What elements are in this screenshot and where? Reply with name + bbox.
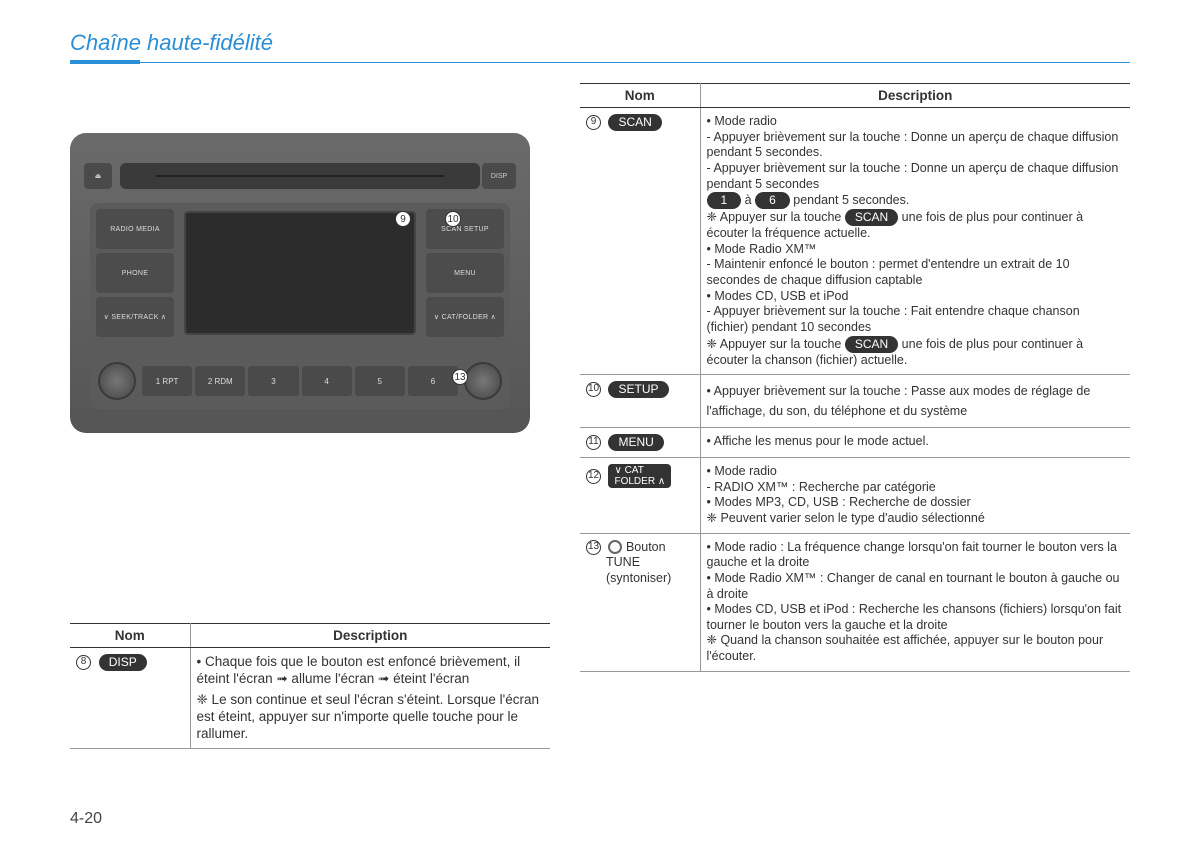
scan-pill-3: SCAN (845, 336, 898, 353)
r9-l7: • Modes CD, USB et iPod (707, 289, 1125, 305)
radio-illustration: ⏏ DISP RADIO MEDIA PHONE ∨ SEEK/TRACK ∧ … (70, 133, 530, 433)
table-row: 12 ∨ CATFOLDER ∧ • Mode radio - RADIO XM… (580, 458, 1130, 534)
row11-desc: • Affiche les menus pour le mode actuel. (700, 428, 1130, 458)
row8-line1: • Chaque fois que le bouton est enfoncé … (197, 654, 545, 688)
volume-knob (98, 362, 136, 400)
preset-6: 6 (408, 366, 458, 396)
row13-desc: • Mode radio : La fréquence change lorsq… (700, 533, 1130, 671)
row8-desc: • Chaque fois que le bouton est enfoncé … (190, 648, 550, 749)
r9-l3: - Appuyer brièvement sur la touche : Don… (707, 161, 1125, 209)
row10-nom: 10 SETUP (580, 375, 700, 428)
disp-button: DISP (482, 163, 516, 189)
r9-l4: ❈ Appuyer sur la touche SCAN une fois de… (707, 209, 1125, 242)
r13-l4: ❈ Quand la chanson souhaitée est affiché… (707, 633, 1125, 664)
preset-1: 1 RPT (142, 366, 192, 396)
page-header: Chaîne haute-fidélité (70, 30, 1130, 63)
content-columns: ⏏ DISP RADIO MEDIA PHONE ∨ SEEK/TRACK ∧ … (70, 83, 1130, 749)
left-column: ⏏ DISP RADIO MEDIA PHONE ∨ SEEK/TRACK ∧ … (70, 83, 550, 749)
r12-l4: ❈ Peuvent varier selon le type d'audio s… (707, 511, 1125, 527)
r12-l1: • Mode radio (707, 464, 1125, 480)
r12-l2: - RADIO XM™ : Recherche par catégorie (707, 480, 1125, 496)
table-row: 13 Bouton TUNE (syntoniser) • Mode radio… (580, 533, 1130, 671)
table-row: 8 DISP • Chaque fois que le bouton est e… (70, 648, 550, 749)
scan-pill-2: SCAN (845, 209, 898, 226)
row12-nom: 12 ∨ CATFOLDER ∧ (580, 458, 700, 534)
radio-media-btn: RADIO MEDIA (96, 209, 174, 249)
table-row: 9 SCAN • Mode radio - Appuyer brièvement… (580, 108, 1130, 375)
eject-button: ⏏ (84, 163, 112, 189)
setup-pill: SETUP (608, 381, 668, 398)
bottom-panel: 1 RPT 2 RDM 3 4 5 6 (90, 353, 510, 409)
row8-line2: ❈ Le son continue et seul l'écran s'étei… (197, 692, 545, 743)
r9-l6: - Maintenir enfoncé le bouton : permet d… (707, 257, 1125, 288)
left-th-nom: Nom (70, 624, 190, 648)
cat-folder-pill: ∨ CATFOLDER ∧ (608, 464, 671, 488)
cd-slot (120, 163, 480, 189)
r9-l5: • Mode Radio XM™ (707, 242, 1125, 258)
left-th-desc: Description (190, 624, 550, 648)
pill-1: 1 (707, 192, 742, 209)
row10-desc: • Appuyer brièvement sur la touche : Pas… (700, 375, 1130, 428)
menu-btn: MENU (426, 253, 504, 293)
pill-6: 6 (755, 192, 790, 209)
scan-pill: SCAN (608, 114, 661, 131)
row11-nom: 11 MENU (580, 428, 700, 458)
preset-2: 2 RDM (195, 366, 245, 396)
row9-desc: • Mode radio - Appuyer brièvement sur la… (700, 108, 1130, 375)
r9-l8: - Appuyer brièvement sur la touche : Fai… (707, 304, 1125, 335)
header-title: Chaîne haute-fidélité (70, 30, 273, 55)
right-th-desc: Description (700, 84, 1130, 108)
table-row: 11 MENU • Affiche les menus pour le mode… (580, 428, 1130, 458)
callout-9-10: 910 (395, 211, 465, 227)
left-button-col: RADIO MEDIA PHONE ∨ SEEK/TRACK ∧ (90, 203, 180, 343)
disp-pill: DISP (99, 654, 147, 671)
left-table: Nom Description 8 DISP • Chaque fois que… (70, 623, 550, 749)
callout-13: 13 (452, 369, 472, 385)
row8-nom: 8 DISP (70, 648, 190, 749)
preset-5: 5 (355, 366, 405, 396)
seek-track-btn: ∨ SEEK/TRACK ∧ (96, 297, 174, 337)
right-column: Nom Description 9 SCAN • Mode radio - Ap… (580, 83, 1130, 749)
knob-icon (608, 540, 622, 554)
r9-l9: ❈ Appuyer sur la touche SCAN une fois de… (707, 336, 1125, 369)
r13-l1: • Mode radio : La fréquence change lorsq… (707, 540, 1125, 571)
table-row: 10 SETUP • Appuyer brièvement sur la tou… (580, 375, 1130, 428)
r9-l2: - Appuyer brièvement sur la touche : Don… (707, 130, 1125, 161)
menu-pill: MENU (608, 434, 663, 451)
r13-l3: • Modes CD, USB et iPod : Recherche les … (707, 602, 1125, 633)
radio-screen (184, 211, 416, 335)
row12-desc: • Mode radio - RADIO XM™ : Recherche par… (700, 458, 1130, 534)
right-th-nom: Nom (580, 84, 700, 108)
preset-3: 3 (248, 366, 298, 396)
right-table: Nom Description 9 SCAN • Mode radio - Ap… (580, 83, 1130, 672)
row9-nom: 9 SCAN (580, 108, 700, 375)
cat-folder-btn: ∨ CAT/FOLDER ∧ (426, 297, 504, 337)
r12-l3: • Modes MP3, CD, USB : Recherche de doss… (707, 495, 1125, 511)
r13-l2: • Mode Radio XM™ : Changer de canal en t… (707, 571, 1125, 602)
page-number: 4-20 (70, 810, 102, 828)
phone-btn: PHONE (96, 253, 174, 293)
row13-nom: 13 Bouton TUNE (syntoniser) (580, 533, 700, 671)
preset-row: 1 RPT 2 RDM 3 4 5 6 (142, 366, 458, 396)
preset-4: 4 (302, 366, 352, 396)
r9-l1: • Mode radio (707, 114, 1125, 130)
